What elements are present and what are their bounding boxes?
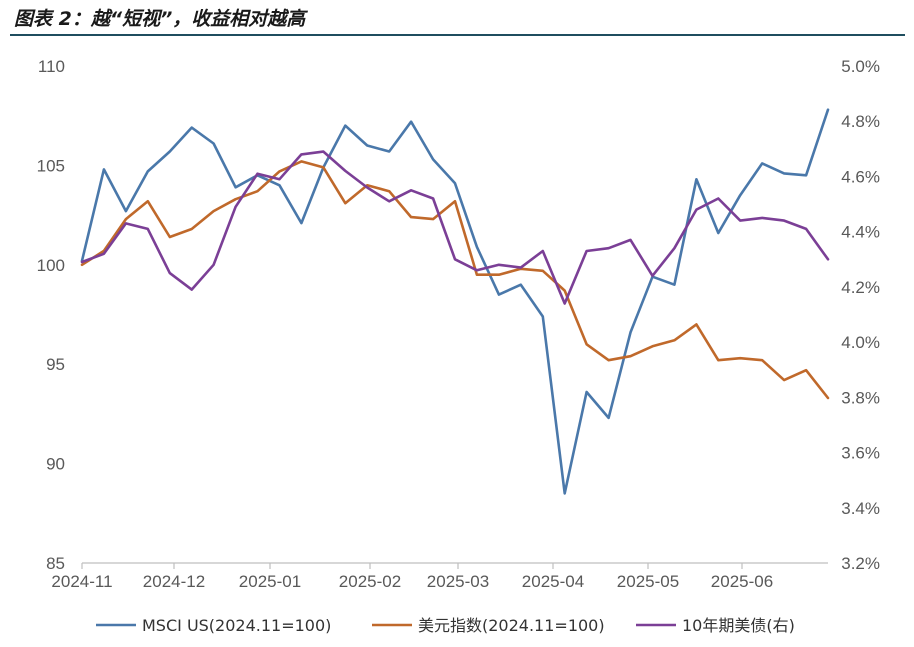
y-left-tick-label: 110 (38, 57, 65, 76)
x-tick-label: 2025-04 (522, 572, 584, 591)
y-right-tick-label: 3.6% (841, 444, 880, 463)
legend-label-1: 美元指数(2024.11=100) (418, 616, 605, 635)
chart-series (80, 108, 830, 495)
y-left-tick-label: 100 (37, 256, 65, 275)
legend-label-2: 10年期美债(右) (682, 616, 795, 635)
x-tick-label: 2025-03 (427, 572, 489, 591)
y-right-tick-label: 4.4% (841, 223, 880, 242)
y-right-tick-label: 3.4% (841, 499, 880, 518)
y-right-tick-label: 3.2% (841, 554, 880, 573)
y-right-tick-label: 5.0% (841, 57, 880, 76)
y-left-tick-label: 85 (46, 554, 65, 573)
series-line-2 (80, 150, 830, 305)
x-tick-label: 2025-06 (711, 572, 773, 591)
legend-label-0: MSCI US(2024.11=100) (142, 616, 331, 635)
y-left-tick-label: 105 (37, 156, 65, 175)
chart-legend: MSCI US(2024.11=100) 美元指数(2024.11=100) 10年… (96, 616, 795, 635)
x-tick-label: 2025-02 (339, 572, 401, 591)
series-line-0 (80, 108, 830, 495)
y-left-tick-label: 90 (46, 455, 65, 474)
title-divider (10, 34, 905, 36)
y-right-tick-label: 4.6% (841, 167, 880, 186)
x-tick-label: 2025-01 (239, 572, 301, 591)
chart-title: 图表 2：越“短视”，收益相对越高 (14, 8, 306, 30)
series-line-1 (80, 160, 830, 400)
y-left-tick-label: 95 (46, 355, 65, 374)
x-tick-label: 2024-12 (143, 572, 205, 591)
x-tick-label: 2024-11 (51, 572, 112, 591)
x-tick-label: 2025-05 (617, 572, 679, 591)
chart-axes: 2024-11 2024-12 2025-01 2025-02 2025-03 2025-… (37, 57, 880, 591)
y-right-tick-label: 4.8% (841, 112, 880, 131)
y-right-tick-label: 4.2% (841, 278, 880, 297)
y-right-tick-label: 3.8% (841, 388, 880, 407)
y-right-tick-label: 4.0% (841, 333, 880, 352)
